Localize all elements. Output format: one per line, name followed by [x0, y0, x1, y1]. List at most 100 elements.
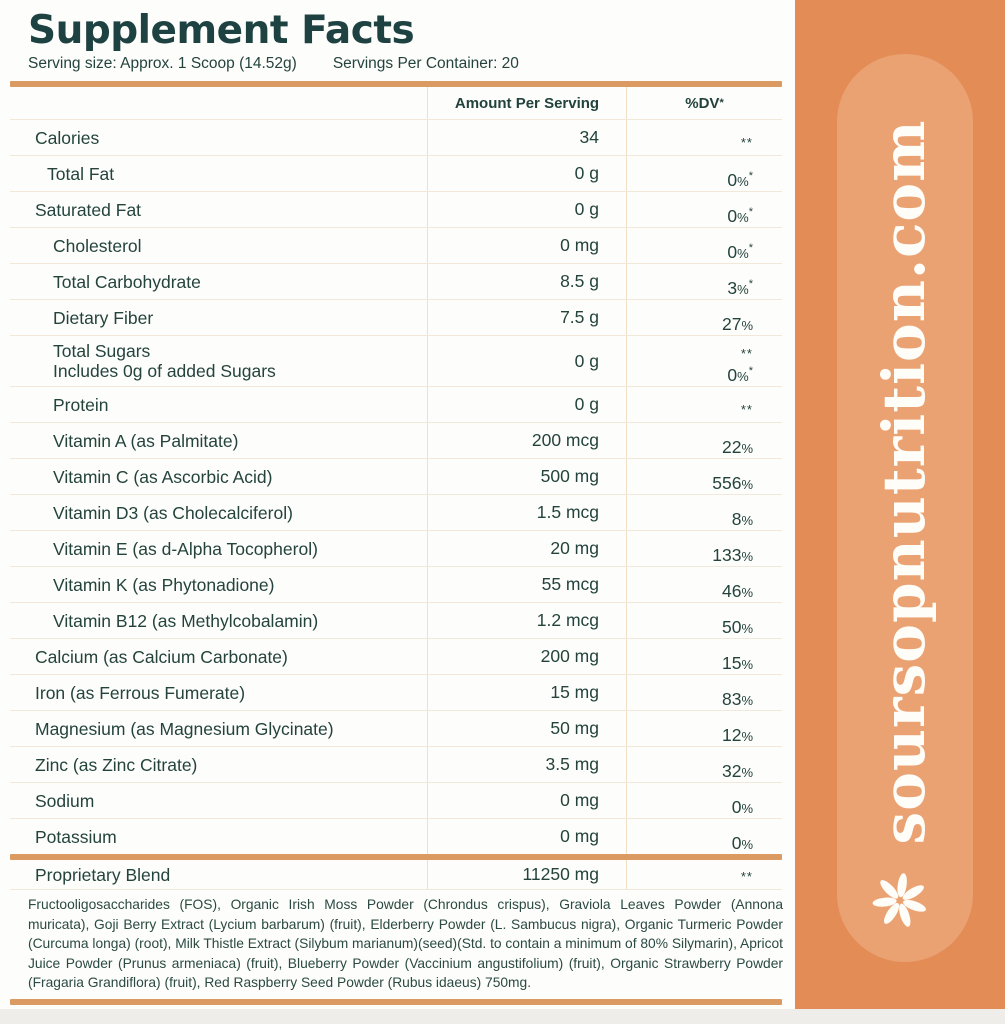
nutrient-row: Saturated Fat 0 g 0%*: [10, 191, 782, 227]
nutrient-amount: 15 mg: [427, 675, 626, 710]
nutrient-row: Vitamin C (as Ascorbic Acid) 500 mg 556%: [10, 458, 782, 494]
nutrient-dv: 22%: [626, 423, 782, 458]
nutrient-name: Potassium: [35, 826, 117, 847]
nutrient-name: Saturated Fat: [35, 199, 142, 220]
nutrient-amount: 1.2 mcg: [427, 603, 626, 638]
nutrient-dv: 46%: [626, 567, 782, 602]
nutrient-name: Vitamin A (as Palmitate): [53, 430, 239, 451]
nutrient-row: Cholesterol 0 mg 0%*: [10, 227, 782, 263]
nutrient-name: Zinc (as Zinc Citrate): [35, 754, 198, 775]
nutrient-row: Vitamin K (as Phytonadione) 55 mcg 46%: [10, 566, 782, 602]
nutrient-name: Total Fat: [47, 163, 115, 184]
facts-table: Amount Per Serving %DV * Calories 34 ** T…: [10, 87, 782, 854]
nutrient-row: Vitamin D3 (as Cholecalciferol) 1.5 mcg …: [10, 494, 782, 530]
nutrient-row: Potassium 0 mg 0%: [10, 818, 782, 854]
supplement-facts-panel: Supplement Facts Serving size: Approx. 1…: [10, 8, 783, 1024]
nutrient-name: Sodium: [35, 790, 95, 811]
divider-bar-blend: [10, 854, 782, 860]
nutrient-dv: **: [626, 860, 782, 889]
servings-per-container: Servings Per Container: 20: [332, 55, 519, 72]
nutrient-row: Vitamin B12 (as Methylcobalamin) 1.2 mcg…: [10, 602, 782, 638]
nutrient-dv: **: [626, 120, 782, 155]
nutrient-amount: 200 mg: [427, 639, 626, 674]
nutrient-dv: 8%: [626, 495, 782, 530]
nutrient-amount: 1.5 mcg: [427, 495, 626, 530]
nutrient-row: Calcium (as Calcium Carbonate) 200 mg 15…: [10, 638, 782, 674]
nutrient-amount: 0 g: [427, 336, 626, 386]
header-spacer: [10, 87, 427, 119]
nutrient-amount: 7.5 g: [427, 300, 626, 335]
nutrient-name: Vitamin C (as Ascorbic Acid): [53, 466, 273, 487]
nutrient-name: Iron (as Ferrous Fumerate): [35, 682, 246, 703]
nutrient-name: Protein: [53, 394, 109, 415]
nutrient-row: Vitamin E (as d-Alpha Tocopherol) 20 mg …: [10, 530, 782, 566]
nutrient-row: Protein 0 g **: [10, 386, 782, 422]
nutrient-dv: 0%*: [626, 156, 782, 191]
nutrient-amount: 0 mg: [427, 783, 626, 818]
nutrient-name: Calcium (as Calcium Carbonate): [35, 646, 288, 667]
nutrient-dv: 3%*: [626, 264, 782, 299]
nutrient-name: Vitamin E (as d-Alpha Tocopherol): [53, 538, 318, 559]
divider-bar-footnotes: [10, 998, 782, 1005]
nutrient-dv: 0%: [626, 819, 782, 854]
nutrient-row: Total Fat 0 g 0%*: [10, 155, 782, 191]
nutrient-row: Iron (as Ferrous Fumerate) 15 mg 83%: [10, 674, 782, 710]
nutrient-amount: 200 mcg: [427, 423, 626, 458]
nutrient-name: Vitamin D3 (as Cholecalciferol): [53, 502, 293, 523]
nutrient-amount: 0 mg: [427, 228, 626, 263]
nutrient-amount: 500 mg: [427, 459, 626, 494]
nutrient-amount: 55 mcg: [427, 567, 626, 602]
capsule-shape: [837, 54, 973, 962]
nutrient-amount: 3.5 mg: [427, 747, 626, 782]
nutrient-amount: 0 mg: [427, 819, 626, 854]
nutrient-row: Dietary Fiber 7.5 g 27%: [10, 299, 782, 335]
nutrient-dv: 32%: [626, 747, 782, 782]
facts-rows: Calories 34 ** Total Fat 0 g 0%* Saturat…: [10, 119, 782, 854]
nutrient-name: Proprietary Blend: [35, 864, 171, 885]
nutrient-amount: 20 mg: [427, 531, 626, 566]
nutrient-dv: ** 0%*: [626, 336, 782, 386]
nutrient-dv: 133%: [626, 531, 782, 566]
photo-edge-strip: [0, 1009, 1005, 1024]
column-header-dv: %DV *: [626, 87, 782, 119]
nutrient-amount: 8.5 g: [427, 264, 626, 299]
nutrient-dv: 0%*: [626, 228, 782, 263]
nutrient-amount: 34: [427, 120, 626, 155]
nutrient-name: Vitamin K (as Phytonadione): [53, 574, 275, 595]
facts-header-row: Amount Per Serving %DV *: [10, 87, 782, 119]
nutrient-row: Sodium 0 mg 0%: [10, 782, 782, 818]
divider-bar-top: [10, 81, 782, 87]
nutrient-dv: 0%: [626, 783, 782, 818]
nutrient-dv: 50%: [626, 603, 782, 638]
nutrient-amount: 0 g: [427, 192, 626, 227]
nutrient-dv: **: [626, 387, 782, 422]
nutrient-row: Total Carbohydrate 8.5 g 3%*: [10, 263, 782, 299]
nutrient-dv: 556%: [626, 459, 782, 494]
asterisk-flower-icon: [871, 872, 929, 935]
nutrient-name: Dietary Fiber: [53, 307, 154, 328]
nutrient-amount: 0 g: [427, 387, 626, 422]
serving-size: Serving size: Approx. 1 Scoop (14.52g): [28, 55, 297, 72]
nutrient-name: Total Carbohydrate: [53, 271, 201, 292]
nutrient-amount: 11250 mg: [427, 860, 626, 889]
nutrient-name: Cholesterol: [53, 235, 142, 256]
page-title: Supplement Facts: [28, 8, 415, 53]
nutrient-name: Magnesium (as Magnesium Glycinate): [35, 718, 334, 739]
nutrient-row: Calories 34 **: [10, 119, 782, 155]
nutrient-name: Vitamin B12 (as Methylcobalamin): [53, 610, 319, 631]
website-vertical-text: soursopnutrition.com: [870, 119, 939, 845]
brand-sidebar: soursopnutrition.com: [795, 0, 1005, 1024]
nutrient-dv: 27%: [626, 300, 782, 335]
column-header-amount: Amount Per Serving: [427, 87, 626, 119]
nutrient-dv: 83%: [626, 675, 782, 710]
ingredients-text: Fructooligosaccharides (FOS), Organic Ir…: [28, 897, 783, 990]
nutrient-name: Calories: [35, 127, 100, 148]
nutrient-row: Zinc (as Zinc Citrate) 3.5 mg 32%: [10, 746, 782, 782]
proprietary-blend-table: Proprietary Blend 11250 mg **: [10, 860, 782, 890]
proprietary-blend-row: Proprietary Blend 11250 mg **: [10, 860, 782, 890]
nutrient-amount: 50 mg: [427, 711, 626, 746]
nutrient-dv: 15%: [626, 639, 782, 674]
nutrient-amount: 0 g: [427, 156, 626, 191]
nutrient-row: Total Sugars Includes 0g of added Sugars …: [10, 335, 782, 386]
